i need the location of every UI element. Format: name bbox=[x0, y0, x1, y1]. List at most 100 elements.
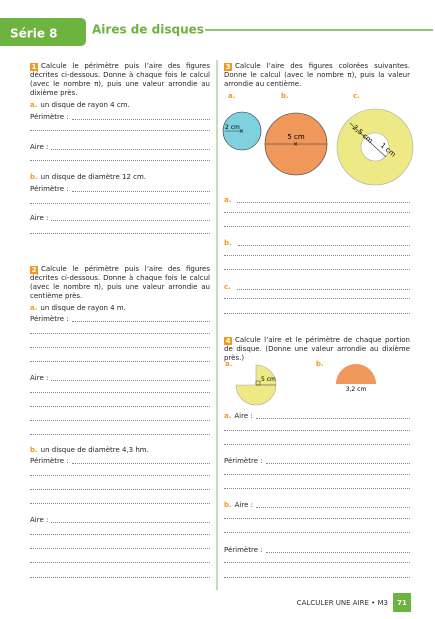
dotted-line bbox=[30, 406, 210, 407]
dotted-line bbox=[224, 212, 410, 213]
center: × bbox=[293, 141, 298, 148]
dotted-line bbox=[224, 562, 410, 563]
answer-letter: a. bbox=[224, 412, 232, 420]
item-letter: a. bbox=[30, 304, 38, 312]
answer-letter: c. bbox=[224, 283, 231, 291]
answer-line: a. bbox=[224, 196, 410, 205]
answer-line: c. bbox=[224, 283, 410, 292]
page-title: Aires de disques bbox=[92, 23, 204, 37]
dotted-line bbox=[224, 532, 410, 533]
instruction-text: Calcule le périmètre puis l’aire des fig… bbox=[30, 265, 210, 300]
figure-letter: b. bbox=[281, 92, 289, 100]
dotted-line bbox=[30, 361, 210, 362]
right-angle bbox=[255, 380, 261, 386]
dotted-line bbox=[30, 130, 210, 131]
answer-line: Aire : bbox=[30, 516, 210, 525]
dotted-line bbox=[30, 434, 210, 435]
exercise-number: 3 bbox=[224, 63, 232, 71]
item: b. un disque de diamètre 4,3 hm. bbox=[30, 446, 210, 455]
dimension: 5 cm bbox=[261, 376, 276, 383]
series-label: Série 8 bbox=[10, 27, 57, 41]
dotted-line bbox=[30, 233, 210, 234]
answer-label: Aire : bbox=[30, 143, 49, 151]
instruction: 4 Calcule l’aire et le périmètre de chaqu… bbox=[224, 336, 410, 363]
dotted-line bbox=[30, 577, 210, 578]
figure-letter: a. bbox=[228, 92, 235, 100]
dotted-line bbox=[30, 203, 210, 204]
answer-label: Périmètre : bbox=[224, 546, 263, 554]
figure-letter: c. bbox=[353, 92, 360, 100]
answer-label: Aire : bbox=[30, 374, 49, 382]
dotted-line bbox=[224, 269, 410, 270]
radius bbox=[349, 122, 376, 148]
answer-label: Périmètre : bbox=[30, 185, 69, 193]
dotted-line bbox=[30, 333, 210, 334]
dotted-line bbox=[224, 444, 410, 445]
dotted-line bbox=[30, 475, 210, 476]
answer-line: a. Aire : bbox=[224, 412, 410, 421]
dotted-line bbox=[30, 392, 210, 393]
answer-label: Aire : bbox=[30, 214, 49, 222]
item-letter: b. bbox=[30, 446, 38, 454]
center: × bbox=[239, 128, 244, 135]
dotted-line bbox=[224, 474, 410, 475]
figure-letter: b. bbox=[316, 360, 324, 368]
dotted-line bbox=[224, 518, 410, 519]
answer-label: Périmètre : bbox=[30, 457, 69, 465]
dotted-line bbox=[30, 160, 210, 161]
answer-line: Périmètre : bbox=[30, 457, 210, 466]
radius bbox=[374, 146, 387, 158]
answer-label: Aire : bbox=[234, 412, 253, 420]
dotted-line bbox=[224, 577, 410, 578]
dotted-line bbox=[224, 488, 410, 489]
instruction-text: Calcule l’aire et le périmètre de chaque… bbox=[224, 336, 410, 362]
answer-line: Aire : bbox=[30, 374, 210, 383]
answer-label: Aire : bbox=[30, 516, 49, 524]
answer-letter: a. bbox=[224, 196, 232, 204]
item: a. un disque de rayon 4 cm. bbox=[30, 101, 210, 110]
answer-line: Périmètre : bbox=[30, 315, 210, 324]
item: a. un disque de rayon 4 m. bbox=[30, 304, 210, 313]
answer-letter: b. bbox=[224, 239, 232, 247]
answer-label: Périmètre : bbox=[30, 113, 69, 121]
answer-line: Périmètre : bbox=[224, 457, 410, 466]
answer-line: Périmètre : bbox=[30, 185, 210, 194]
answer-line: Aire : bbox=[30, 214, 210, 223]
dotted-line bbox=[30, 503, 210, 504]
item-text: un disque de diamètre 4,3 hm. bbox=[40, 446, 149, 454]
instruction-text: Calcule le périmètre puis l’aire des fig… bbox=[30, 62, 210, 97]
series-tab bbox=[0, 18, 86, 46]
dotted-line bbox=[30, 420, 210, 421]
half-disc bbox=[336, 364, 376, 384]
answer-label: Aire : bbox=[234, 501, 254, 509]
answer-line: Périmètre : bbox=[224, 546, 410, 555]
item-text: un disque de rayon 4 cm. bbox=[40, 101, 130, 109]
answer-line: Aire : bbox=[30, 143, 210, 152]
dotted-line bbox=[30, 548, 210, 549]
dotted-line bbox=[224, 298, 410, 299]
exercise-number: 2 bbox=[30, 266, 38, 274]
dotted-line bbox=[224, 226, 410, 227]
item-text: un disque de rayon 4 m. bbox=[40, 304, 126, 312]
item: b. un disque de diamètre 12 cm. bbox=[30, 173, 210, 182]
answer-line: b. Aire : bbox=[224, 501, 410, 510]
exercise-number: 4 bbox=[224, 337, 232, 345]
instruction-text: Calcule l’aire des figures colorées suiv… bbox=[224, 62, 410, 88]
dimension: 5 cm bbox=[287, 133, 305, 141]
page-number: 71 bbox=[397, 599, 407, 607]
dotted-line bbox=[30, 534, 210, 535]
item-text: un disque de diamètre 12 cm. bbox=[40, 173, 147, 181]
dimension: 2 cm bbox=[225, 124, 240, 131]
dotted-line bbox=[224, 313, 410, 314]
dotted-line bbox=[30, 347, 210, 348]
figure-letter: a. bbox=[225, 360, 232, 368]
dimension: 3,2 cm bbox=[346, 386, 367, 393]
item-letter: b. bbox=[30, 173, 38, 181]
item-letter: a. bbox=[30, 101, 38, 109]
answer-line: b. bbox=[224, 239, 410, 248]
instruction: 3 Calcule l’aire des figures colorées sui… bbox=[224, 62, 410, 89]
dotted-line bbox=[30, 562, 210, 563]
dotted-line bbox=[224, 430, 410, 431]
